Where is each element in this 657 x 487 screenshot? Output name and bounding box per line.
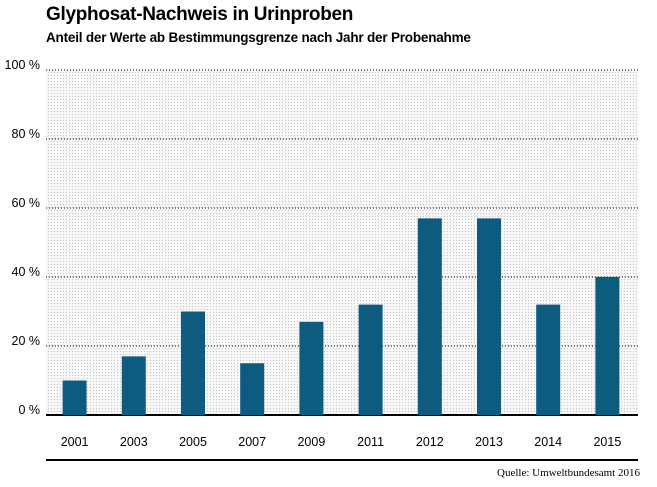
- x-tick-label: 2014: [534, 435, 562, 449]
- x-tick-label: 2015: [593, 435, 621, 449]
- bar: [62, 380, 87, 415]
- source-note: Quelle: Umweltbundesamt 2016: [497, 467, 640, 479]
- x-axis-ticks: 2001 2003 2005 2007 2009 2011 2012 2013 2014 2015: [61, 435, 622, 449]
- bar: [417, 218, 442, 415]
- x-tick-label: 2013: [475, 435, 503, 449]
- bar: [595, 277, 620, 415]
- y-axis-ticks: 0 % 20 % 40 % 60 % 80 % 100 %: [5, 58, 40, 417]
- bar: [240, 363, 265, 415]
- bar: [536, 304, 561, 415]
- y-tick-label: 100 %: [5, 58, 40, 72]
- x-tick-label: 2001: [61, 435, 89, 449]
- x-tick-label: 2011: [357, 435, 384, 449]
- bar: [477, 218, 501, 415]
- y-tick-label: 40 %: [12, 265, 41, 279]
- x-tick-label: 2003: [120, 435, 148, 449]
- x-tick-label: 2009: [297, 435, 325, 449]
- y-tick-label: 60 %: [12, 196, 41, 210]
- x-tick-label: 2012: [416, 435, 444, 449]
- bar: [181, 311, 205, 415]
- bar: [299, 321, 324, 415]
- chart-title: Glyphosat-Nachweis in Urinproben: [46, 4, 354, 25]
- x-tick-label: 2005: [179, 435, 207, 449]
- x-tick-label: 2007: [238, 435, 266, 449]
- bar: [358, 304, 383, 415]
- bar: [121, 356, 146, 415]
- chart-subtitle: Anteil der Werte ab Bestimmungsgrenze na…: [46, 30, 471, 45]
- y-tick-label: 20 %: [12, 334, 41, 348]
- y-tick-label: 0 %: [18, 403, 40, 417]
- bars: [62, 218, 620, 415]
- y-tick-label: 80 %: [12, 127, 41, 141]
